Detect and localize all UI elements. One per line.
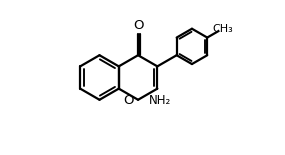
Text: O: O: [124, 94, 134, 107]
Text: O: O: [133, 19, 143, 32]
Text: CH₃: CH₃: [212, 24, 233, 34]
Text: NH₂: NH₂: [148, 94, 171, 107]
